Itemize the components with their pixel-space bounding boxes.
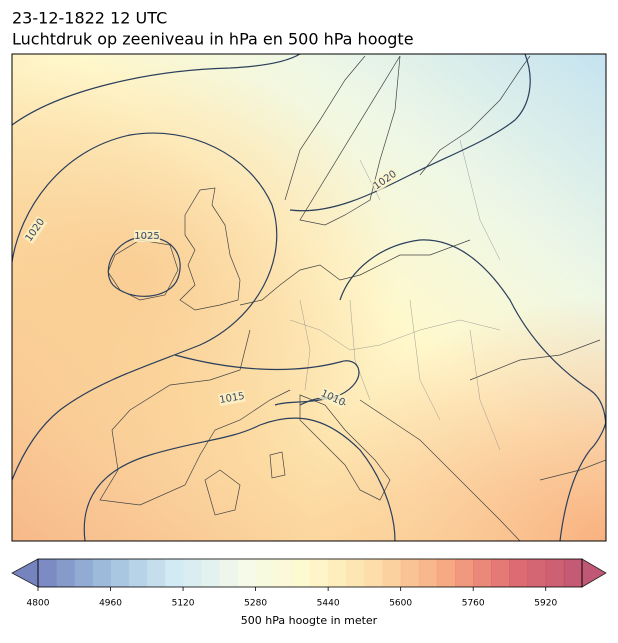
isobar-label-bg [218,389,246,407]
colorbar-segment [382,559,402,587]
height-field [12,54,606,541]
colorbar-segment [310,559,329,587]
colorbar-segment [146,559,166,587]
colorbar-segment [110,559,130,587]
colorbar-segment [436,559,456,587]
colorbar-segment [328,559,347,587]
colorbar-segment [473,559,492,587]
isobar-label: 1025 [134,231,159,242]
isobar-label-bg [318,387,348,409]
colorbar-segment [400,559,420,587]
colorbar-tick-label: 5600 [389,599,412,609]
colorbar-segment [418,559,438,587]
map-frame [11,53,607,542]
map [12,54,606,541]
colorbar-tick-label: 5920 [534,599,557,609]
colorbar-segment [56,559,75,587]
colorbar-segment [273,559,293,587]
colorbar-segment [237,559,257,587]
colorbar-tick-label: 5280 [244,599,267,609]
colorbar-segment [346,559,365,587]
colorbar-frame [37,558,583,588]
colorbar-segment [491,559,510,587]
colorbar-segment [291,559,311,587]
isobar-label-bg [134,230,160,242]
colorbar-segment [255,559,275,587]
colorbar-segment [74,559,93,587]
colorbar-tick-label: 5120 [172,599,195,609]
coastlines [99,55,606,541]
colorbar-segment [509,559,529,587]
title: 23-12-1822 12 UTC [12,9,167,28]
colorbar-segment [364,559,384,587]
colorbar-segment [92,559,112,587]
borders [289,139,501,451]
colorbar-extend-high [581,558,607,588]
colorbar-tick-label: 4800 [27,599,50,609]
colorbar-segment [455,559,474,587]
subtitle: Luchtdruk op zeeniveau in hPa en 500 hPa… [12,30,414,49]
isobar-label: 1015 [219,391,246,406]
colorbar-segment [164,559,184,587]
colorbar-segment [38,559,57,587]
colorbar-segment [563,559,583,587]
colorbar: 4800 4960 5120 5280 5440 5600 5760 5920 [11,558,607,609]
colorbar-segment [183,559,202,587]
isobar-label-bg [22,215,48,245]
isobar-label-bg [370,167,400,193]
colorbar-tick-label: 5760 [462,599,485,609]
colorbar-extend-low [11,558,39,588]
colorbar-segment [201,559,220,587]
colorbar-tick-label: 4960 [99,599,122,609]
colorbar-label: 500 hPa hoogte in meter [241,614,378,627]
colorbar-tick-label: 5440 [317,599,340,609]
colorbar-segment [527,559,547,587]
colorbar-segment [219,559,238,587]
isobars [12,54,606,541]
colorbar-segment [128,559,148,587]
colorbar-segment [545,559,565,587]
